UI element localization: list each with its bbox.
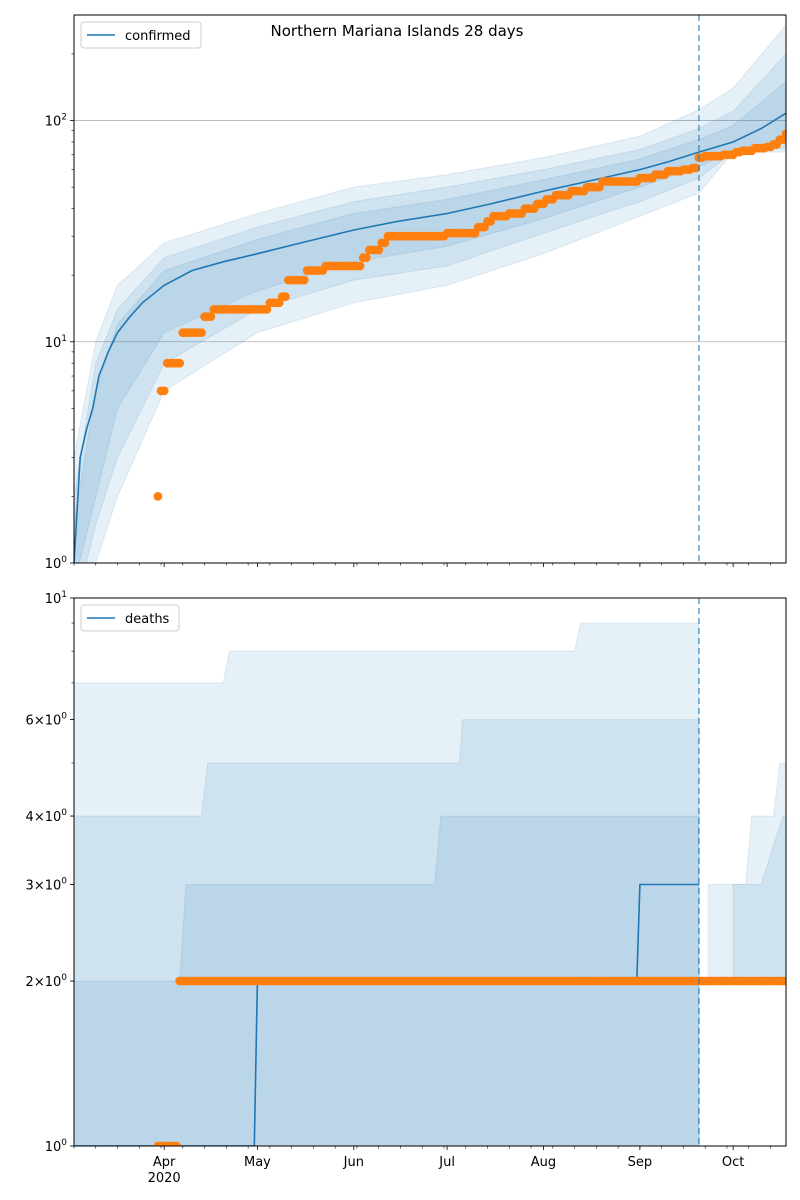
observed-point bbox=[206, 312, 216, 321]
deaths-axes-frame bbox=[73, 597, 787, 1147]
observed-point bbox=[197, 328, 206, 337]
observed-point bbox=[361, 253, 371, 263]
observed-point bbox=[172, 1141, 181, 1146]
deaths-plot-area bbox=[74, 622, 786, 1146]
confidence-band-inner bbox=[74, 80, 786, 563]
confirmed-plot-area bbox=[74, 24, 786, 563]
x-tick-label: Aug bbox=[531, 1155, 556, 1170]
confirmed-axes-frame bbox=[73, 14, 787, 564]
legend-label: deaths bbox=[125, 612, 170, 627]
legend-label: confirmed bbox=[125, 29, 191, 44]
observed-point bbox=[380, 238, 390, 248]
chart-title: Northern Mariana Islands 28 days bbox=[271, 22, 524, 40]
x-tick-label: Sep bbox=[628, 1155, 653, 1170]
observed-point bbox=[281, 292, 290, 301]
observed-point bbox=[374, 245, 384, 255]
x-tick-sublabel: 2020 bbox=[148, 1171, 181, 1186]
x-tick-label: Jul bbox=[438, 1155, 455, 1170]
observed-point bbox=[153, 492, 163, 501]
observed-point bbox=[355, 261, 365, 271]
legend-box bbox=[80, 604, 180, 632]
y-tick-label: 3×100 bbox=[26, 877, 68, 894]
observed-point bbox=[262, 305, 272, 314]
observed-point bbox=[299, 275, 309, 285]
x-tick-label: Oct bbox=[722, 1155, 744, 1170]
confidence-band-outer bbox=[74, 622, 700, 1146]
confidence-band-middle bbox=[74, 719, 700, 1146]
y-tick-label: 6×100 bbox=[26, 712, 68, 729]
legend-box bbox=[80, 21, 202, 49]
observed-point bbox=[781, 129, 786, 139]
x-tick-label: Jun bbox=[343, 1155, 364, 1170]
observed-point bbox=[175, 358, 185, 368]
model-line bbox=[74, 112, 786, 563]
x-tick-label: May bbox=[244, 1155, 271, 1170]
x-tick-label: Apr bbox=[153, 1155, 176, 1170]
observed-point bbox=[781, 976, 786, 986]
deaths-legend: deaths bbox=[80, 604, 180, 632]
observed-point bbox=[691, 163, 701, 173]
observed-point bbox=[159, 386, 169, 396]
confirmed-legend: confirmed bbox=[80, 21, 202, 49]
y-tick-label: 2×100 bbox=[26, 973, 68, 990]
y-tick-label: 4×100 bbox=[26, 808, 68, 825]
